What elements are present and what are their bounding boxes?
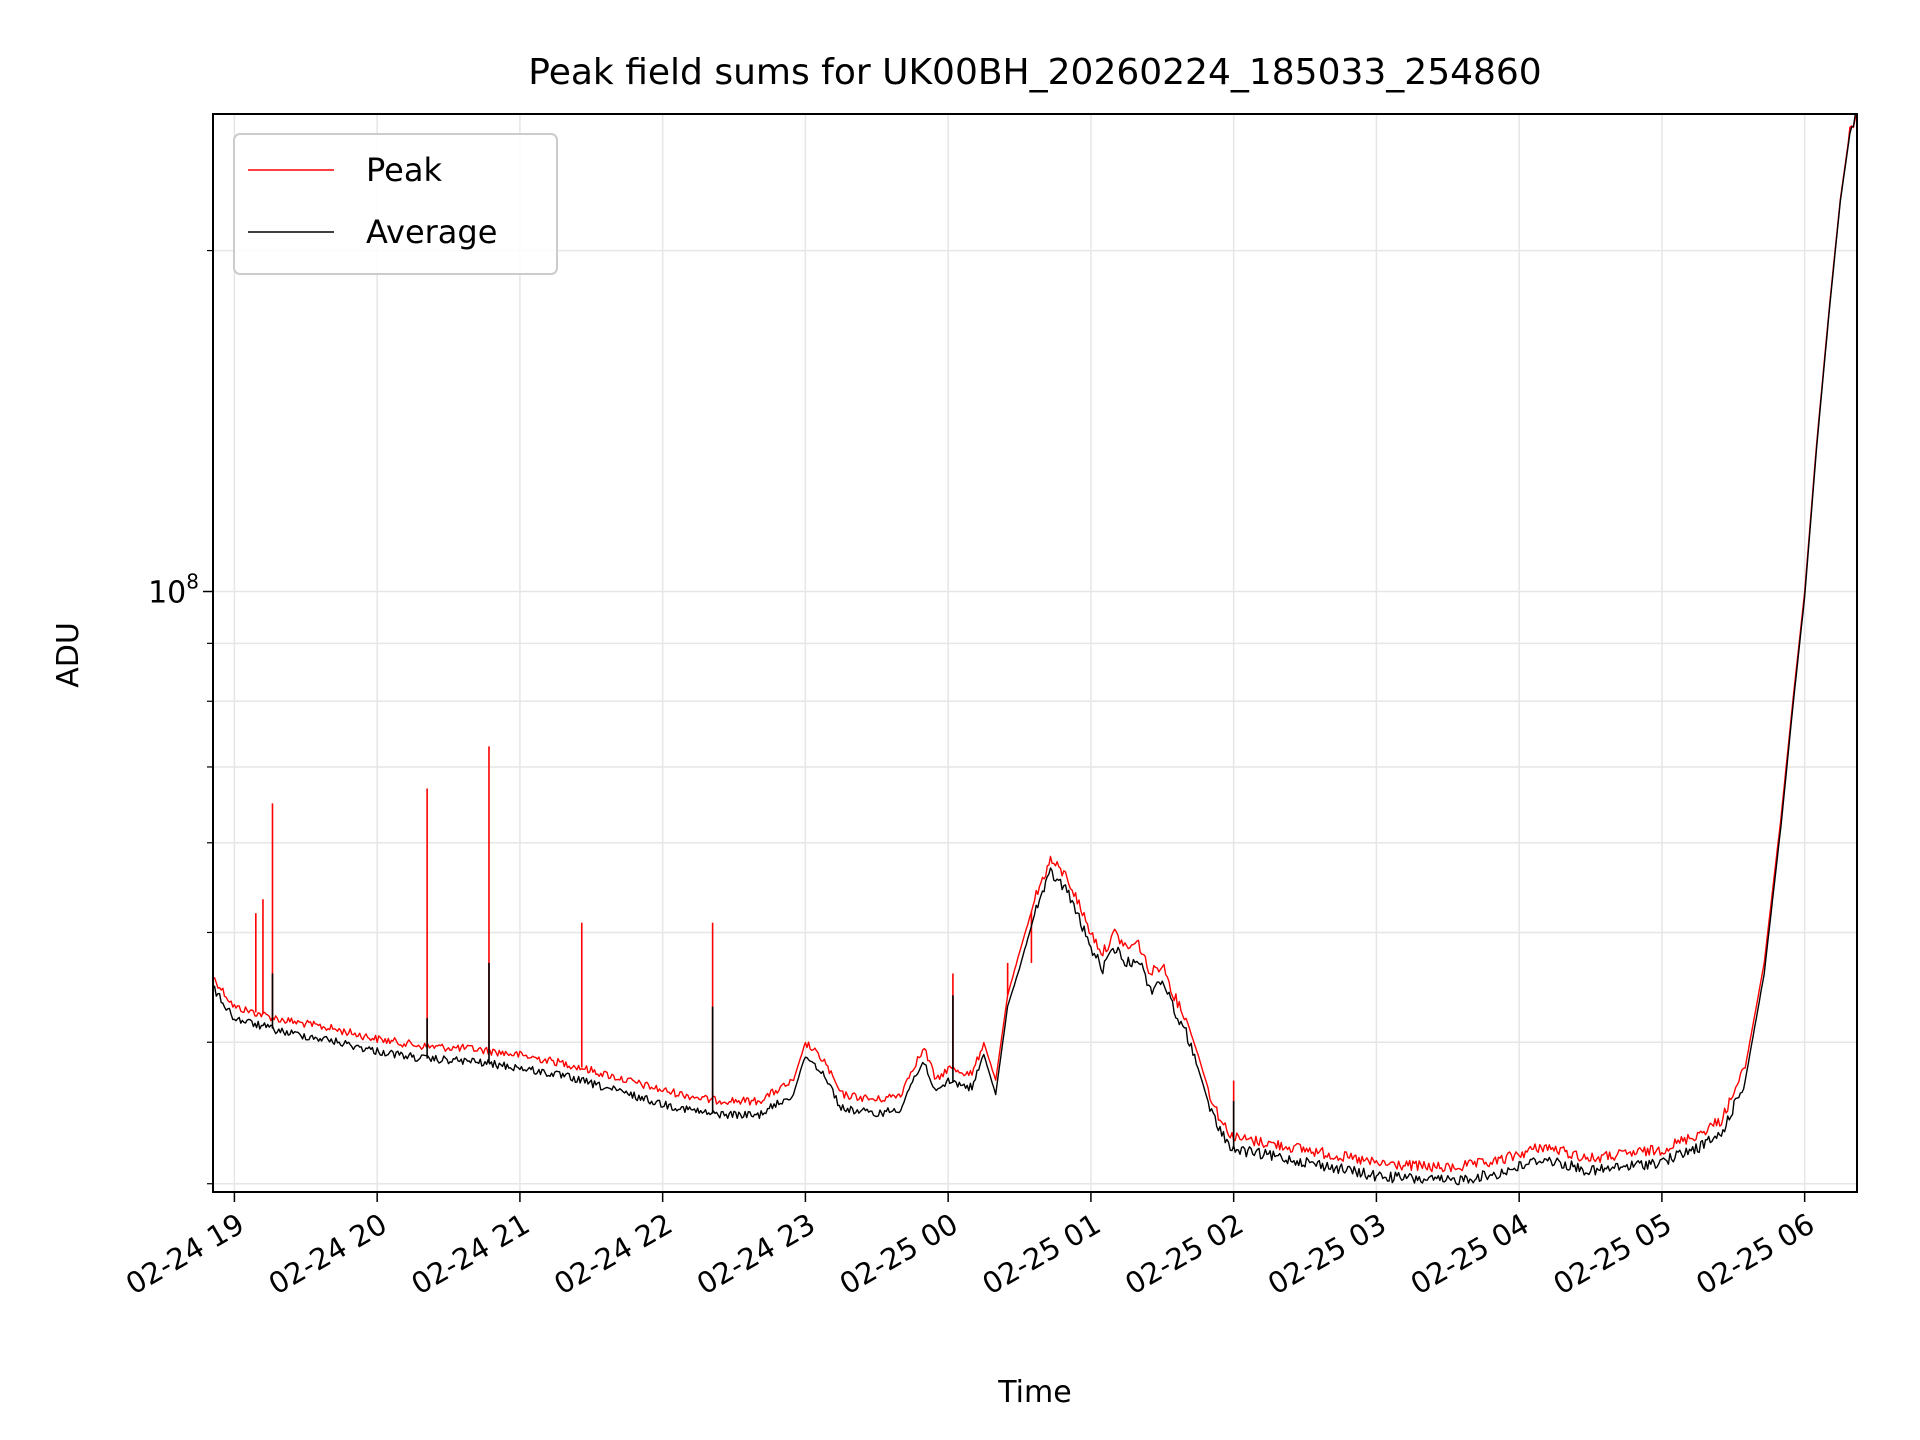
plot-frame [212,113,1858,1193]
x-axis-label: Time [997,1375,1071,1410]
chart-title: Peak field sums for UK00BH_20260224_1850… [528,52,1541,93]
y-tick-label-exponent: 8 [186,570,199,594]
series-layer [212,113,1858,1186]
y-axis: 108 [148,249,213,1185]
grid [213,114,1857,1192]
series-line-average [212,113,1858,1186]
y-tick-label-base: 10 [148,576,186,611]
legend-label-average: Average [366,213,497,251]
legend: Peak Average [233,133,558,275]
legend-label-peak: Peak [366,151,442,189]
y-axis-label: ADU [51,622,86,688]
y-tick-label: 108 [148,570,199,611]
legend-box [233,133,558,275]
